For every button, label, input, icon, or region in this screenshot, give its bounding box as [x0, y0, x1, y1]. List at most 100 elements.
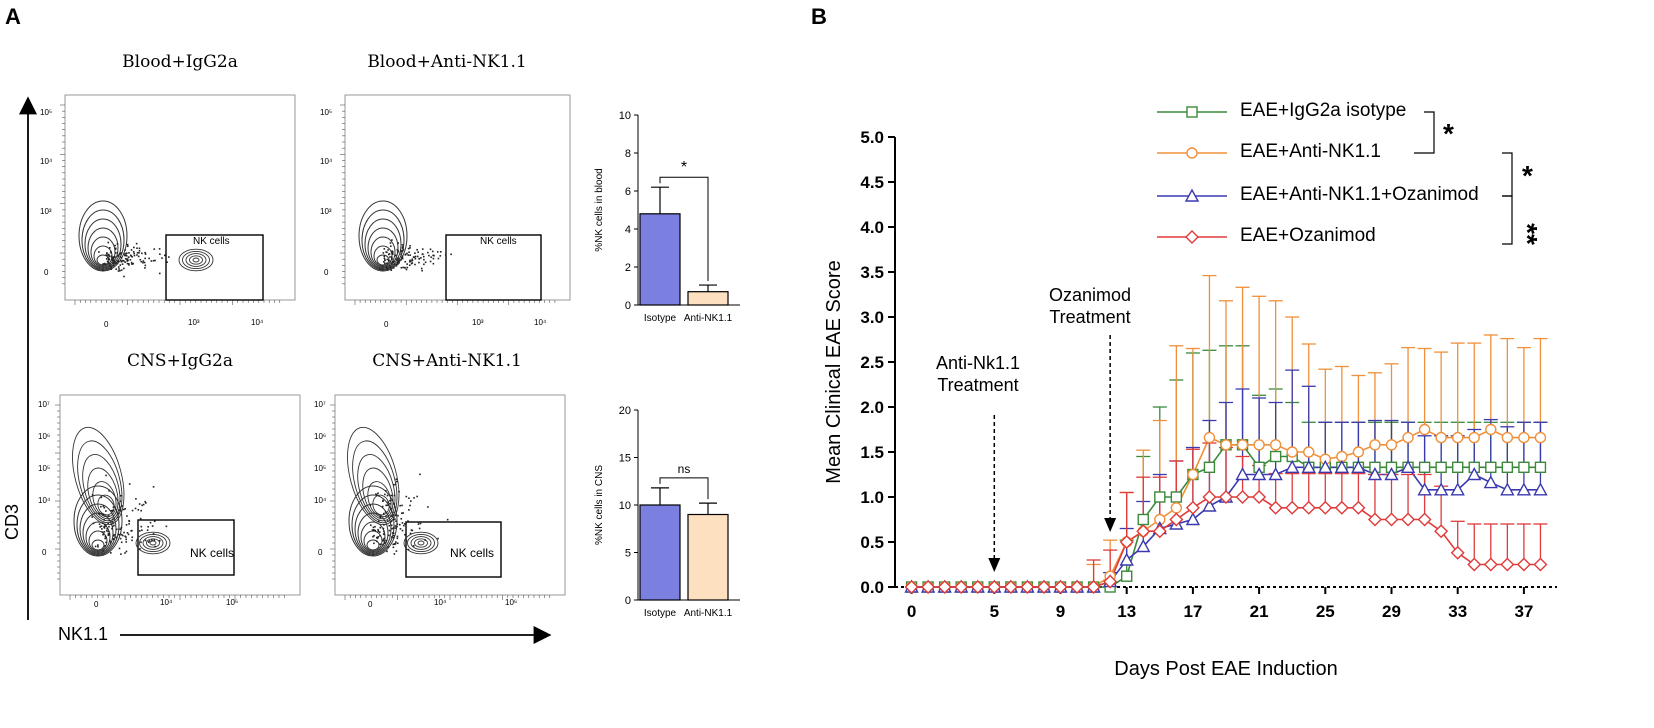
point-igg2a-37 — [1518, 461, 1530, 473]
flow-event-blood-igg2a-126 — [144, 253, 147, 255]
flow-event-blood-anti-nk-26 — [400, 250, 403, 253]
point-ozanimod-8 — [1036, 580, 1051, 594]
nk-contour-blood-igg2a-3 — [182, 250, 210, 270]
point-anti-nk-ozanimod-31 — [1417, 482, 1432, 496]
flow-event-blood-anti-nk-73 — [398, 258, 400, 261]
point-ozanimod-18 — [1202, 490, 1217, 504]
flow-event-cns-igg2a-75 — [131, 529, 133, 532]
blood-bar-ytick-label-0: 0 — [625, 300, 631, 312]
flow-event-cns-igg2a-61 — [111, 525, 114, 528]
flow-event-blood-anti-nk-70 — [389, 260, 391, 263]
flow-contour-up-cns-anti-nk-4 — [352, 440, 398, 524]
cns-bar-bar-1 — [687, 513, 729, 601]
flow-contour-up-cns-anti-nk-2 — [362, 467, 394, 520]
flow-event-cns-anti-nk-84 — [382, 527, 385, 530]
flow-contour-blood-anti-nk-4 — [364, 218, 402, 270]
flow-event-cns-igg2a-23 — [128, 519, 130, 522]
flow-event-cns-anti-nk-83 — [372, 526, 375, 529]
flow-event-cns-igg2a-125 — [107, 532, 110, 535]
flow-event-cns-igg2a-45 — [121, 534, 124, 537]
flow-event-blood-igg2a-86 — [116, 252, 119, 254]
flow-event-blood-igg2a-16 — [132, 262, 135, 265]
cns-bar-ytick-label-3: 15 — [619, 453, 631, 465]
point-ozanimod-10 — [1070, 580, 1085, 594]
flow-event-cns-igg2a-27 — [120, 526, 123, 529]
line-xtick-label-3: 13 — [1117, 602, 1136, 621]
flow-event-cns-igg2a-25 — [104, 535, 107, 538]
flow-event-cns-igg2a-88 — [103, 525, 106, 528]
flow-event-cns-igg2a-73 — [118, 533, 121, 536]
flow-event-cns-igg2a-44 — [103, 531, 106, 533]
blood1-ytick-1e4: 10⁴ — [40, 157, 53, 166]
flow-event-cns-anti-nk-110 — [381, 505, 384, 508]
point-ozanimod-26 — [1334, 500, 1349, 515]
flow-event-cns-igg2a-60 — [119, 500, 122, 503]
flow-event-blood-igg2a-42 — [161, 257, 163, 259]
flow-event-cns-anti-nk-115 — [383, 542, 386, 544]
flow-event-blood-anti-nk-60 — [396, 251, 399, 254]
flow-event-cns-igg2a-102 — [121, 505, 124, 507]
flow-event-cns-igg2a-6 — [140, 509, 142, 512]
flow-event-cns-anti-nk-62 — [391, 515, 394, 517]
flow-event-blood-igg2a-70 — [158, 272, 161, 275]
flow-event-blood-igg2a-62 — [129, 259, 132, 261]
flow-event-cns-anti-nk-2 — [395, 520, 397, 523]
flow-event-cns-anti-nk-20 — [389, 502, 391, 505]
point-igg2a-35 — [1485, 461, 1497, 473]
line-ytick-label-10: 5.0 — [860, 128, 884, 147]
flow-event-blood-igg2a-71 — [122, 260, 125, 262]
flow-event-cns-igg2a-55 — [112, 509, 114, 512]
bar-chart-cns: 0 5 10 15 20 %NK cells in CNS Isotype Anti-NK1.… — [594, 405, 740, 619]
flow-event-blood-anti-nk-12 — [408, 260, 411, 263]
flow-event-cns-igg2a-48 — [128, 483, 131, 485]
flow-event-blood-anti-nk-25 — [404, 253, 407, 256]
flow-event-cns-igg2a-52 — [147, 525, 149, 528]
point-anti-nk-ozanimod-33 — [1450, 482, 1465, 496]
flow-event-cns-anti-nk-118 — [402, 524, 405, 527]
flow-event-cns-anti-nk-7 — [446, 518, 449, 521]
line-ytick-label-6: 3.0 — [860, 308, 884, 327]
flow-event-blood-igg2a-112 — [126, 262, 129, 265]
flow-event-cns-anti-nk-136 — [409, 532, 412, 535]
flow-event-blood-igg2a-20 — [127, 245, 129, 248]
flow-event-cns-igg2a-26 — [104, 537, 106, 540]
flow-event-cns-igg2a-99 — [117, 533, 120, 536]
point-igg2a-16 — [1170, 491, 1183, 503]
flow-event-cns-igg2a-51 — [124, 535, 126, 538]
flow-event-blood-anti-nk-86 — [397, 250, 399, 252]
flow-event-blood-anti-nk-19 — [398, 259, 401, 262]
flow-event-blood-anti-nk-53 — [391, 263, 393, 265]
flow-title-blood-igg2a: Blood+IgG2a — [122, 52, 238, 72]
legend-marker-anti-nk-ozanimod — [1184, 188, 1200, 202]
flow-event-blood-igg2a-48 — [126, 243, 129, 246]
point-ozanimod-24 — [1301, 500, 1316, 515]
legend-marker-ozanimod — [1185, 230, 1199, 244]
blood2-ytick-0: 0 — [324, 268, 329, 277]
flow-event-blood-igg2a-75 — [163, 254, 166, 257]
cns2-ytick-1e6: 10⁶ — [314, 432, 327, 441]
nk-contour-cns-igg2a-2 — [142, 536, 164, 550]
flow-event-cns-igg2a-38 — [119, 494, 122, 497]
flow-event-cns-igg2a-19 — [112, 518, 114, 520]
flow-event-blood-anti-nk-32 — [429, 248, 432, 251]
flow-event-blood-igg2a-54 — [152, 259, 155, 262]
flow-event-blood-igg2a-65 — [98, 251, 100, 253]
flow-event-cns-anti-nk-124 — [376, 494, 378, 496]
flow-event-cns-igg2a-14 — [118, 547, 121, 550]
flow-event-cns-igg2a-49 — [120, 541, 123, 544]
flow-event-blood-igg2a-138 — [159, 253, 161, 255]
flow-event-cns-anti-nk-59 — [395, 478, 398, 481]
flow-event-blood-igg2a-117 — [101, 269, 104, 272]
flow-event-blood-igg2a-69 — [120, 252, 123, 254]
flow-event-cns-anti-nk-88 — [390, 521, 392, 523]
point-anti-nk-30 — [1402, 431, 1414, 444]
flow-event-blood-anti-nk-113 — [409, 247, 411, 249]
flow-event-cns-igg2a-90 — [125, 524, 128, 526]
blood-bar-ytick-label-5: 10 — [619, 110, 631, 122]
point-ozanimod-4 — [970, 580, 985, 594]
flow-event-blood-igg2a-108 — [108, 262, 110, 265]
flow-event-blood-anti-nk-101 — [406, 266, 409, 269]
flow-event-blood-igg2a-24 — [124, 253, 126, 255]
flow-event-cns-anti-nk-103 — [385, 504, 388, 507]
flow-event-cns-anti-nk-127 — [403, 523, 406, 525]
